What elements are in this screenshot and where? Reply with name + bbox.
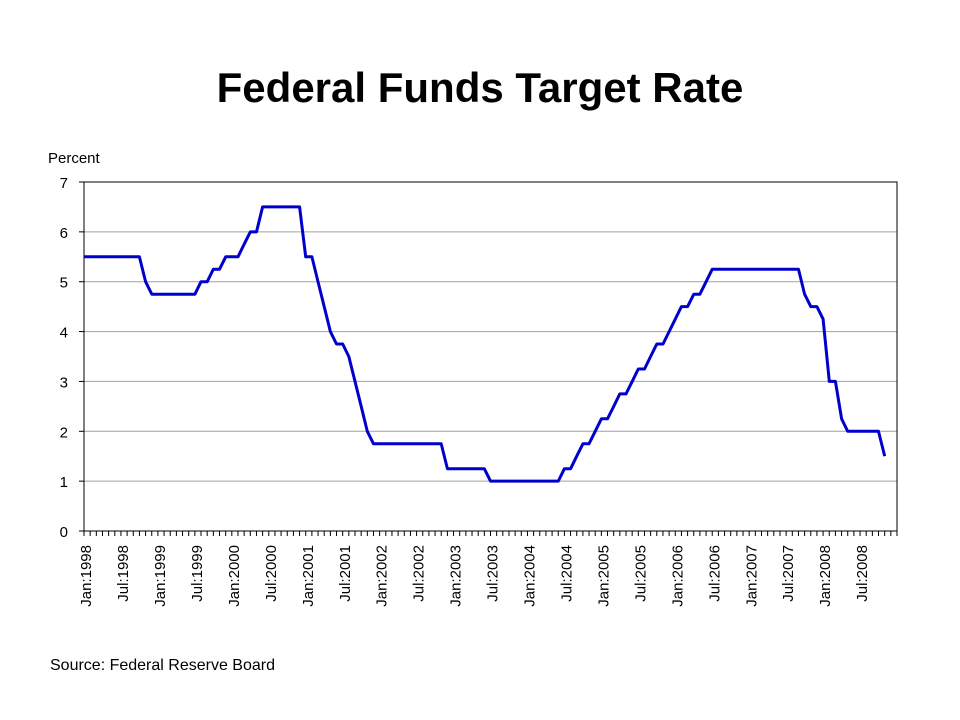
x-tick-label: Jan:2008 xyxy=(817,545,834,607)
source-note: Source: Federal Reserve Board xyxy=(50,657,275,674)
x-tick-label: Jan:1998 xyxy=(78,545,95,607)
x-tick-label: Jan:1999 xyxy=(152,545,169,607)
x-axis: Jan:1998 Jul:1998 Jan:1999 Jul:1999 Jan:2000… xyxy=(78,531,898,607)
y-tick-label: 6 xyxy=(60,225,68,242)
rate-series-line xyxy=(84,205,887,483)
x-tick-label: Jan:2003 xyxy=(448,545,465,607)
y-tick-label: 0 xyxy=(60,524,68,541)
y-tick-label: 2 xyxy=(60,424,68,441)
y-axis: 0 1 2 3 4 5 6 7 xyxy=(60,175,84,541)
x-tick-label: Jan:2002 xyxy=(374,545,391,607)
y-tick-label: 5 xyxy=(60,275,68,292)
x-tick-label: Jul:2001 xyxy=(337,545,354,602)
x-tick-label: Jan:2000 xyxy=(226,545,243,607)
x-tick-label: Jan:2005 xyxy=(595,545,612,607)
y-tick-label: 1 xyxy=(60,474,68,491)
x-tick-label: Jan:2006 xyxy=(669,545,686,607)
chart-title: Federal Funds Target Rate xyxy=(216,64,744,111)
x-tick-label: Jan:2001 xyxy=(300,545,317,607)
x-tick-label: Jul:2007 xyxy=(780,545,797,602)
x-tick-label: Jul:2002 xyxy=(411,545,428,602)
y-tick-label: 7 xyxy=(60,175,68,192)
x-tick-label: Jul:2006 xyxy=(706,545,723,602)
x-tick-label: Jan:2004 xyxy=(522,545,539,607)
x-tick-label: Jul:2004 xyxy=(558,545,575,602)
x-tick-label: Jul:1998 xyxy=(115,545,132,602)
x-tick-label: Jul:2000 xyxy=(263,545,280,602)
x-tick-label: Jul:1999 xyxy=(189,545,206,602)
y-axis-label: Percent xyxy=(48,150,100,167)
y-tick-label: 3 xyxy=(60,374,68,391)
x-tick-label: Jul:2005 xyxy=(632,545,649,602)
series-layer xyxy=(84,205,887,483)
x-tick-label: Jul:2008 xyxy=(854,545,871,602)
x-tick-label: Jan:2007 xyxy=(743,545,760,607)
y-tick-label: 4 xyxy=(60,325,68,342)
x-tick-label: Jul:2003 xyxy=(485,545,502,602)
